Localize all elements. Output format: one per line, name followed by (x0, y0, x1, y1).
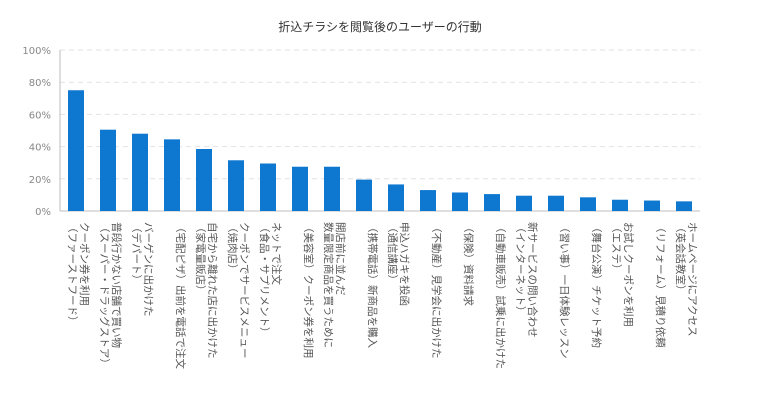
y-tick-label: 80% (29, 78, 51, 89)
bar (132, 133, 148, 211)
bar (420, 190, 436, 211)
bar (484, 194, 500, 211)
bar (260, 163, 276, 211)
x-tick-label: （宅配ピザ）出前を電話で注文 (174, 222, 187, 369)
x-tick-label: （不動産）見学会に出かけた (430, 222, 443, 359)
x-tick-label: バーゲンに出かけた (142, 222, 155, 317)
bar (612, 199, 628, 211)
x-tick-label: （習い事）一日体験レッスン (558, 222, 571, 359)
bar (324, 166, 340, 211)
x-tick-label: 普段行かない店舗で買い物 (110, 222, 123, 348)
y-tick-label: 0% (35, 207, 51, 218)
x-tick-label: （リフォーム）見積り依頼 (654, 222, 667, 348)
x-tick-label: （保険）資料請求 (462, 222, 475, 306)
x-tick-label: 開店前に並んだ (334, 222, 347, 296)
x-tick-label: （焼肉店） (226, 222, 239, 275)
bar (164, 139, 180, 211)
x-tick-label: （スーパー・ドラッグストア） (98, 222, 111, 369)
x-tick-label: （家電量販店） (194, 222, 207, 296)
x-tick-label: クーポンでサービスメニュー (238, 222, 250, 359)
x-tick-label: （食品・サプリメント） (258, 222, 271, 338)
bar (644, 200, 660, 211)
bar (100, 129, 116, 211)
x-tick-label: ホームページにアクセス (686, 222, 698, 336)
bars (68, 90, 692, 211)
bar (68, 90, 84, 211)
bar (580, 197, 596, 211)
x-tick-label: （舞台公演）チケット予約 (590, 222, 603, 348)
x-axis-labels: （ファーストフード） クーポン券を利用 （スーパー・ドラッグストア） 普段行かない店舗… (66, 222, 698, 369)
x-tick-label: 申込ハガキを投函 (398, 222, 411, 306)
bar (292, 166, 308, 211)
y-axis-ticks: 0% 20% 40% 60% 80% 100% (22, 46, 51, 218)
x-tick-label: 自宅から離れた店に出かけた (206, 222, 219, 359)
bar (228, 160, 244, 211)
x-tick-label: （インターネット） (514, 222, 526, 317)
bar (356, 179, 372, 211)
y-tick-label: 100% (22, 46, 51, 57)
y-tick-label: 40% (29, 143, 51, 154)
y-tick-label: 60% (29, 110, 51, 121)
chart-title: 折込チラシを閲覧後のユーザーの行動 (278, 19, 482, 34)
x-tick-label: ネットで注文 (270, 222, 283, 285)
x-tick-label: （英会話教室） (674, 222, 687, 296)
grid (59, 49, 700, 212)
x-tick-label: （携帯電話）新商品を購入 (366, 222, 379, 348)
y-tick-label: 20% (29, 175, 51, 186)
x-tick-label: お試しクーポンを利用 (622, 222, 635, 327)
x-tick-label: （自動車販売）試乗に出かけた (494, 222, 507, 369)
bar (388, 184, 404, 211)
x-tick-label: （デパート） (130, 222, 143, 285)
x-tick-label: （通信講座） (386, 222, 399, 285)
x-tick-label: 新サービスの問い合わせ (526, 222, 539, 338)
bar (516, 195, 532, 211)
x-tick-label: 数量限定商品を買うために (322, 222, 335, 348)
x-tick-label: クーポン券を利用 (78, 222, 91, 306)
bar (452, 192, 468, 211)
x-tick-label: （ファーストフード） (66, 222, 78, 326)
bar (676, 201, 692, 211)
x-tick-label: （エステ） (610, 222, 622, 275)
bar (548, 195, 564, 211)
bar (196, 149, 212, 211)
x-tick-label: （美容室）クーポン券を利用 (302, 222, 315, 359)
